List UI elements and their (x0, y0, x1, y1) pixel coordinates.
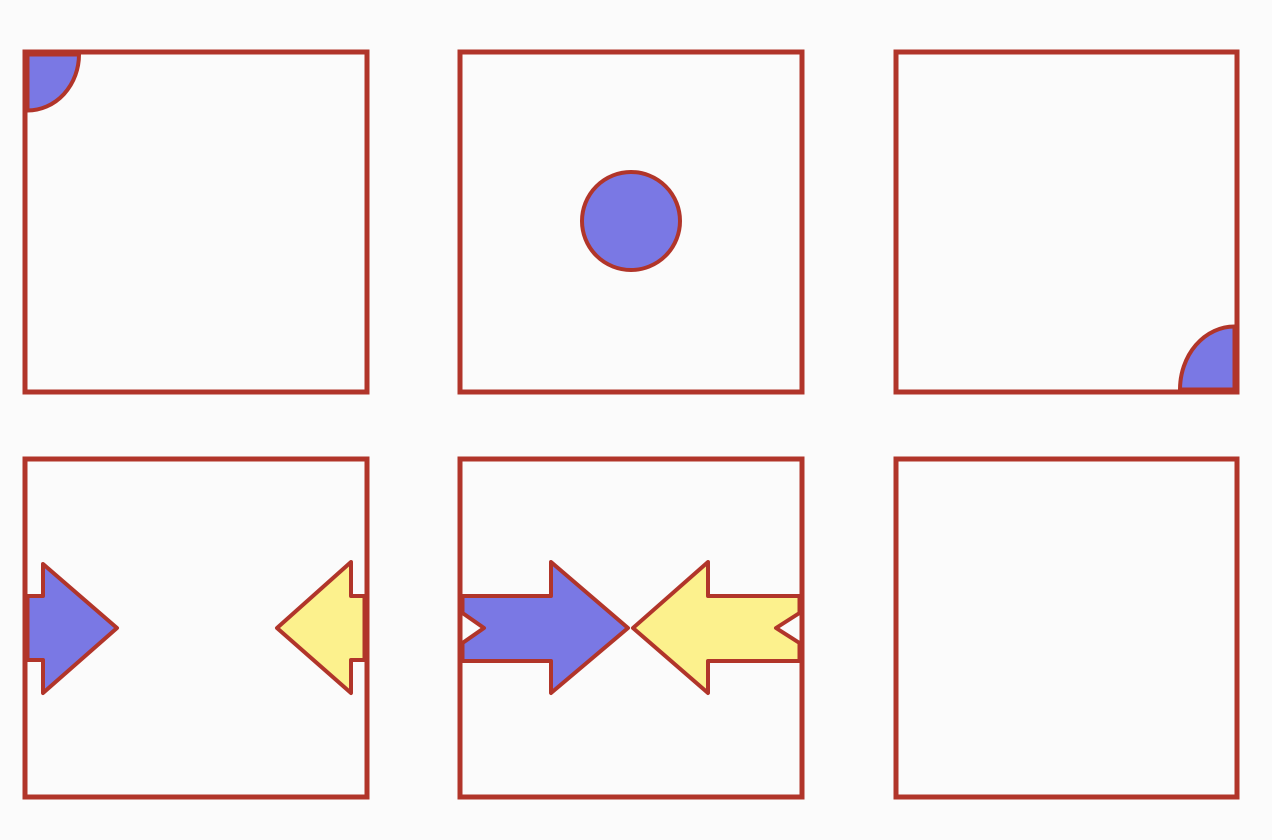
panel-frame (893, 456, 1240, 800)
panel-2[interactable] (457, 49, 805, 395)
panel-1[interactable] (22, 49, 370, 395)
blue-quarter-circle-shape (1178, 324, 1237, 392)
panel-frame (22, 456, 370, 800)
blue-arrow-right-long-shape (460, 560, 630, 695)
panel-5[interactable] (457, 456, 805, 800)
panel-frame (457, 456, 805, 800)
blue-circle-shape (580, 170, 682, 272)
panel-frame (22, 49, 370, 395)
panel-frame (457, 49, 805, 395)
yellow-arrow-left-long-shape (631, 560, 802, 695)
blue-quarter-circle-shape (25, 52, 81, 113)
panel-frame (893, 49, 1240, 395)
blue-arrow-right-shape (25, 562, 119, 695)
panel-6[interactable] (893, 456, 1240, 800)
panel-3[interactable] (893, 49, 1240, 395)
yellow-arrow-left-shape (275, 560, 367, 695)
panel-4[interactable] (22, 456, 370, 800)
